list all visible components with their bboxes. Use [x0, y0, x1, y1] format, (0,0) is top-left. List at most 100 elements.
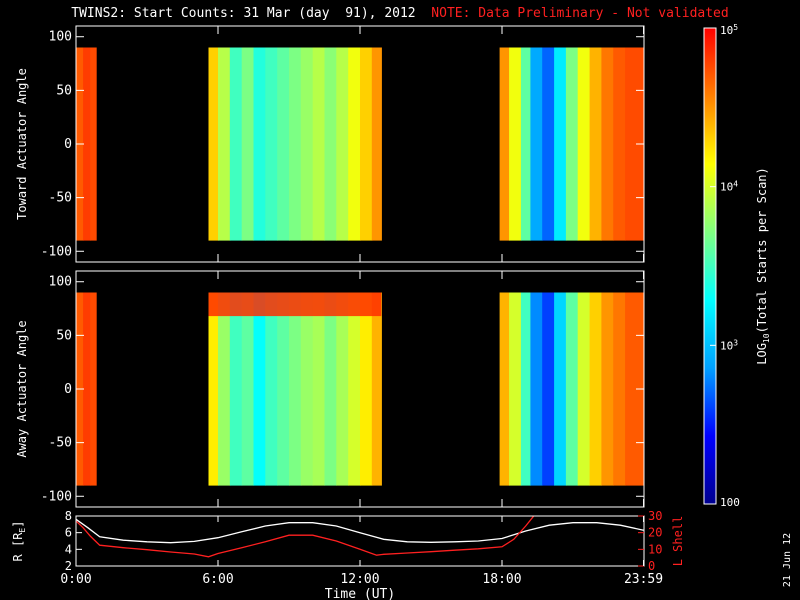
- eph-right-tick-label: 10: [648, 542, 662, 556]
- ephemeris-lines: [76, 516, 644, 558]
- x-tick-label: 6:00: [202, 572, 233, 587]
- colorbar-tick-label: 100: [720, 496, 740, 509]
- x-tick-label: 0:00: [60, 572, 91, 587]
- axes-group: 100500-50-100100500-50-100864230201000:0…: [41, 26, 663, 587]
- y-tick-label: -100: [41, 489, 72, 504]
- heatmap-cell: [499, 292, 510, 486]
- r-label-end: ]: [11, 521, 25, 528]
- away-heatmap: [76, 292, 644, 486]
- heatmap-cell: [218, 292, 231, 486]
- heatmap-cell: [565, 292, 579, 486]
- heatmap-cell: [613, 47, 626, 241]
- heatmap-cell: [509, 47, 522, 241]
- heatmap-cell: [300, 47, 314, 241]
- toward-ylabel: Toward Actuator Angle: [15, 68, 29, 220]
- heatmap-cell: [83, 47, 91, 241]
- eph-left-tick-label: 8: [65, 509, 72, 523]
- y-tick-label: 50: [56, 328, 72, 343]
- heatmap-cell: [324, 47, 337, 241]
- heatmap-cell: [520, 47, 531, 241]
- x-tick-label: 23:59: [624, 572, 663, 587]
- side-date-label: 21 Jun 12: [782, 533, 793, 587]
- heatmap-cell: [241, 47, 255, 241]
- heatmap-cell: [218, 47, 231, 241]
- heatmap-cell: [530, 292, 543, 486]
- colorbar-tick-label: 104: [720, 180, 738, 194]
- eph-right-tick-label: 20: [648, 526, 662, 540]
- heatmap-cell: [589, 47, 602, 241]
- time-axis-label: Time (UT): [325, 587, 395, 600]
- heatmap-cell: [312, 47, 326, 241]
- eph-right-tick-label: 0: [648, 559, 655, 573]
- heatmap-cell: [324, 292, 337, 486]
- ephemeris-panel-background: [76, 516, 644, 566]
- heatmap-cell: [229, 47, 243, 241]
- figure-header: TWINS2: Start Counts: 31 Mar (day 91), 2…: [0, 6, 800, 21]
- ephemeris-left-ylabel: R [RE]: [11, 521, 27, 562]
- colorbar-label: LOG10(Total Starts per Scan): [755, 167, 771, 365]
- eph-left-tick-label: 6: [65, 526, 72, 540]
- y-tick-label: 0: [64, 382, 72, 397]
- radius-line: [76, 518, 644, 544]
- heatmap-cell: [336, 292, 349, 486]
- heatmap-cell: [90, 292, 97, 486]
- ephemeris-right-ylabel: L Shell: [671, 516, 685, 567]
- preliminary-note: NOTE: Data Preliminary - Not validated: [431, 6, 729, 21]
- heatmap-cell: [360, 47, 373, 241]
- heatmap-cell: [577, 47, 591, 241]
- heatmap-cell: [577, 292, 591, 486]
- heatmap-cell: [348, 292, 361, 486]
- r-label-sub: E: [18, 528, 27, 533]
- heatmap-cell: [241, 292, 255, 486]
- heatmap-cell: [371, 47, 382, 241]
- heatmap-cell: [520, 292, 531, 486]
- heatmap-cell: [360, 292, 373, 486]
- heatmap-cell: [348, 47, 361, 241]
- heatmap-cell: [542, 292, 555, 486]
- toward-heatmap: [76, 47, 644, 241]
- eph-left-tick-label: 4: [65, 542, 72, 556]
- heatmap-cell: [613, 292, 626, 486]
- heatmap-cell: [499, 47, 510, 241]
- l-shell-line: [76, 516, 535, 558]
- heatmap-cell: [601, 292, 614, 486]
- y-tick-label: -100: [41, 244, 72, 259]
- colorbar: [703, 27, 717, 505]
- eph-right-tick-label: 30: [648, 509, 662, 523]
- y-tick-label: 100: [49, 275, 72, 290]
- heatmap-cell: [208, 47, 219, 241]
- heatmap-cell: [589, 292, 602, 486]
- heatmap-cell: [601, 47, 614, 241]
- x-tick-label: 12:00: [340, 572, 379, 587]
- heatmap-cell: [83, 292, 91, 486]
- high-count-band: [208, 292, 382, 317]
- heatmap-cell: [265, 292, 278, 486]
- away-ylabel: Away Actuator Angle: [15, 320, 29, 457]
- y-tick-label: -50: [49, 191, 72, 206]
- colorbar-tick-label: 103: [720, 338, 738, 352]
- colorbar-ticks: 100 103 104 105: [710, 23, 740, 509]
- x-tick-label: 18:00: [482, 572, 521, 587]
- heatmap-cell: [542, 47, 555, 241]
- heatmap-cell: [530, 47, 543, 241]
- colorbar-label-sub: 10: [762, 333, 771, 343]
- heatmap-cell: [208, 292, 219, 486]
- heatmap-cell: [312, 292, 326, 486]
- heatmap-cell: [625, 292, 644, 486]
- heatmap-cell: [90, 47, 97, 241]
- heatmap-cell: [554, 292, 567, 486]
- y-tick-label: 100: [49, 30, 72, 45]
- heatmap-cell: [277, 47, 290, 241]
- heatmap-cell: [625, 47, 644, 241]
- heatmap-cell: [371, 292, 382, 486]
- heatmap-cell: [277, 292, 290, 486]
- heatmap-cell: [265, 47, 278, 241]
- y-tick-label: 0: [64, 137, 72, 152]
- colorbar-label-suffix: (Total Starts per Scan): [755, 167, 769, 333]
- y-tick-label: 50: [56, 83, 72, 98]
- heatmap-cell: [509, 292, 522, 486]
- r-label: R [R: [11, 532, 25, 562]
- heatmap-cell: [253, 292, 266, 486]
